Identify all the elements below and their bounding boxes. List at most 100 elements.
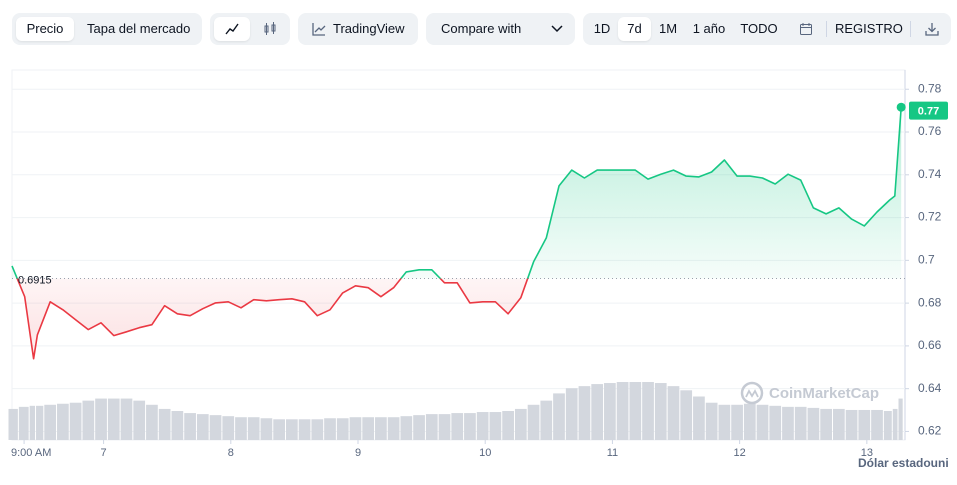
volume-bar — [336, 418, 349, 440]
volume-bar — [705, 402, 718, 440]
chart-style — [210, 13, 290, 45]
volume-bar — [235, 417, 247, 440]
candle-button[interactable] — [254, 17, 286, 41]
volume-bar — [362, 417, 375, 440]
volume-bar — [565, 388, 578, 440]
volume-bar — [95, 398, 107, 440]
volume-bar — [883, 411, 892, 440]
volume-bar — [69, 402, 82, 440]
volume-bar — [209, 415, 222, 440]
volume-bar — [36, 405, 44, 440]
volume-bar — [247, 417, 260, 440]
area — [12, 107, 902, 359]
volume-bar — [629, 382, 642, 440]
volume-bar — [832, 408, 845, 440]
x-tick-label: 9:00 AM — [11, 447, 51, 459]
volume-bar — [731, 404, 743, 440]
volume-bar — [44, 404, 57, 440]
log-button[interactable]: REGISTRO — [835, 21, 903, 36]
volume-bar — [782, 406, 794, 440]
volume-bar — [196, 414, 209, 440]
y-tick-label: 0.76 — [918, 124, 942, 138]
volume-bar — [18, 406, 29, 440]
range-1y[interactable]: 1 año — [692, 21, 726, 36]
volume-bar — [400, 416, 413, 440]
volume-bar — [654, 383, 667, 440]
download-icon[interactable] — [925, 22, 939, 36]
volume-bar — [756, 404, 769, 440]
x-tick-label: 9 — [355, 447, 361, 459]
volume-bar — [451, 413, 464, 440]
volume-bar — [578, 386, 591, 440]
x-tick-label: 8 — [228, 447, 234, 459]
volume-bar — [171, 411, 184, 440]
divider — [910, 21, 911, 37]
volume-bar — [285, 419, 298, 440]
volume-bar — [387, 417, 400, 440]
volume-bar — [680, 390, 693, 440]
line-button[interactable] — [214, 17, 250, 41]
candle-icon — [264, 22, 276, 35]
volume-bar — [807, 407, 820, 440]
x-tick-label: 10 — [479, 447, 491, 459]
range-all[interactable]: TODO — [740, 21, 778, 36]
volume-bar — [82, 400, 95, 440]
tv-icon — [312, 23, 326, 36]
volume-bar — [693, 396, 705, 440]
volume-bar — [591, 384, 604, 440]
y-tick-label: 0.72 — [918, 210, 942, 224]
volume-bar — [107, 398, 120, 440]
tab-price[interactable]: Precio — [16, 17, 74, 41]
watermark-text: CoinMarketCap — [769, 385, 879, 402]
range-tabs: 1D 7d 1M 1 año TODO REGISTRO — [583, 13, 951, 45]
compare-label: Compare with — [441, 21, 522, 36]
chevron — [551, 25, 563, 33]
watermark-logo — [740, 381, 764, 405]
volume-bar — [540, 400, 553, 440]
range-1m[interactable]: 1M — [658, 21, 678, 36]
volume-bar — [413, 415, 425, 440]
volume-bar — [604, 383, 616, 440]
volume-bar — [324, 418, 336, 440]
price-tag-label: 0.77 — [918, 106, 939, 118]
y-tick-label: 0.74 — [918, 167, 942, 181]
volume-bar — [489, 412, 502, 440]
x-tick-label: 12 — [734, 447, 746, 459]
line-icon — [225, 23, 239, 35]
divider — [826, 21, 827, 37]
volume-bar — [273, 419, 285, 440]
range-1d[interactable]: 1D — [593, 21, 611, 36]
baseline-label: 0.6915 — [18, 274, 52, 286]
compare-select[interactable]: Compare with — [426, 13, 575, 45]
volume-bar — [146, 404, 158, 440]
volume-bar — [514, 408, 527, 440]
volume-bar — [845, 409, 858, 440]
volume-bar — [298, 419, 311, 440]
volume-bar — [553, 393, 565, 440]
volume-bar — [438, 414, 451, 440]
y-tick-label: 0.7 — [918, 253, 935, 267]
tradingview-button[interactable]: TradingView — [298, 13, 418, 45]
x-tick-label: 13 — [861, 447, 873, 459]
volume-bar — [375, 417, 387, 440]
volume-bar — [260, 418, 273, 440]
y-tick-label: 0.78 — [918, 81, 942, 95]
volume-bar — [476, 412, 489, 440]
price-line — [11, 107, 902, 360]
volume-bar — [158, 408, 171, 440]
watermark: CoinMarketCap — [740, 381, 879, 405]
volume-bar — [858, 409, 871, 440]
y-tick-label: 0.62 — [918, 424, 942, 438]
tab-market-cap[interactable]: Tapa del mercado — [87, 21, 191, 36]
volume-bar — [527, 404, 540, 440]
volume-bar — [871, 409, 883, 440]
y-tick-label: 0.68 — [918, 295, 942, 309]
range-7d[interactable]: 7d — [618, 17, 651, 41]
volume-bar — [349, 417, 362, 440]
volume-bar — [425, 414, 438, 440]
currency-label: Dólar estadouni — [858, 456, 949, 470]
calendar-icon[interactable] — [799, 22, 813, 36]
volume-bar — [502, 411, 514, 440]
